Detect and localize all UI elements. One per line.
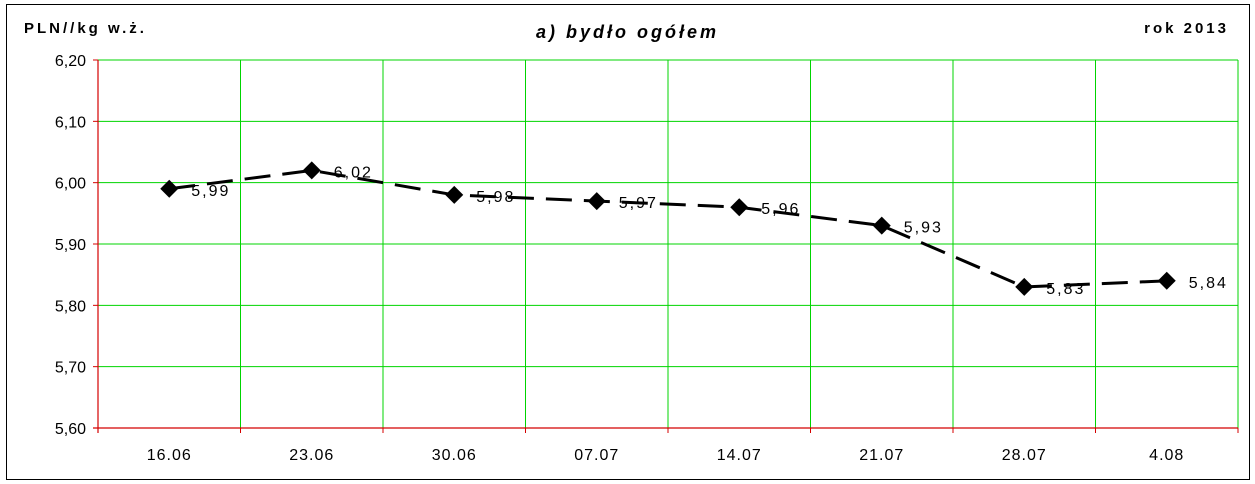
data-point [445, 185, 464, 204]
x-tick-label: 30.06 [432, 447, 477, 464]
data-label: 5,84 [1189, 275, 1228, 292]
x-tick-label: 21.07 [859, 447, 904, 464]
y-unit-label: PLN//kg w.ż. [24, 20, 147, 37]
data-label: 5,83 [1046, 281, 1085, 298]
series-line [169, 168, 1167, 289]
tick-labels: 5,60 5,70 5,80 5,90 6,00 6,10 6,20 16.06 23.06 30… [55, 53, 1184, 464]
data-point [160, 179, 179, 198]
data-label: 6,02 [334, 164, 373, 181]
data-point [302, 161, 321, 180]
x-tick-label: 28.07 [1002, 447, 1047, 464]
x-tick-label: 4.08 [1149, 447, 1184, 464]
chart-title: a) bydło ogółem [535, 22, 719, 42]
data-point [1157, 271, 1176, 290]
data-point [872, 216, 891, 235]
year-label: rok 2013 [1144, 20, 1229, 37]
y-tick-label: 6,20 [55, 53, 86, 70]
y-tick-label: 5,60 [55, 421, 86, 438]
data-point [587, 192, 606, 211]
data-label: 5,93 [904, 220, 943, 237]
data-series: 5,99 6,02 5,98 5,97 5,96 5,93 5,83 5,84 [160, 161, 1228, 298]
y-tick-label: 6,10 [55, 114, 86, 131]
y-tick-label: 5,80 [55, 298, 86, 315]
data-label: 5,98 [476, 189, 515, 206]
y-tick-label: 6,00 [55, 176, 86, 193]
x-tick-label: 16.06 [147, 447, 192, 464]
data-label: 5,96 [761, 201, 800, 218]
chart-frame [6, 4, 1250, 480]
data-point [730, 198, 749, 217]
axes [93, 59, 1239, 433]
grid-lines [98, 59, 1239, 428]
y-tick-label: 5,90 [55, 237, 86, 254]
data-label: 5,97 [619, 195, 658, 212]
data-label: 5,99 [191, 183, 230, 200]
data-point [1015, 277, 1034, 296]
x-tick-label: 14.07 [717, 447, 762, 464]
x-tick-label: 23.06 [289, 447, 334, 464]
y-tick-label: 5,70 [55, 360, 86, 377]
x-tick-label: 07.07 [574, 447, 619, 464]
